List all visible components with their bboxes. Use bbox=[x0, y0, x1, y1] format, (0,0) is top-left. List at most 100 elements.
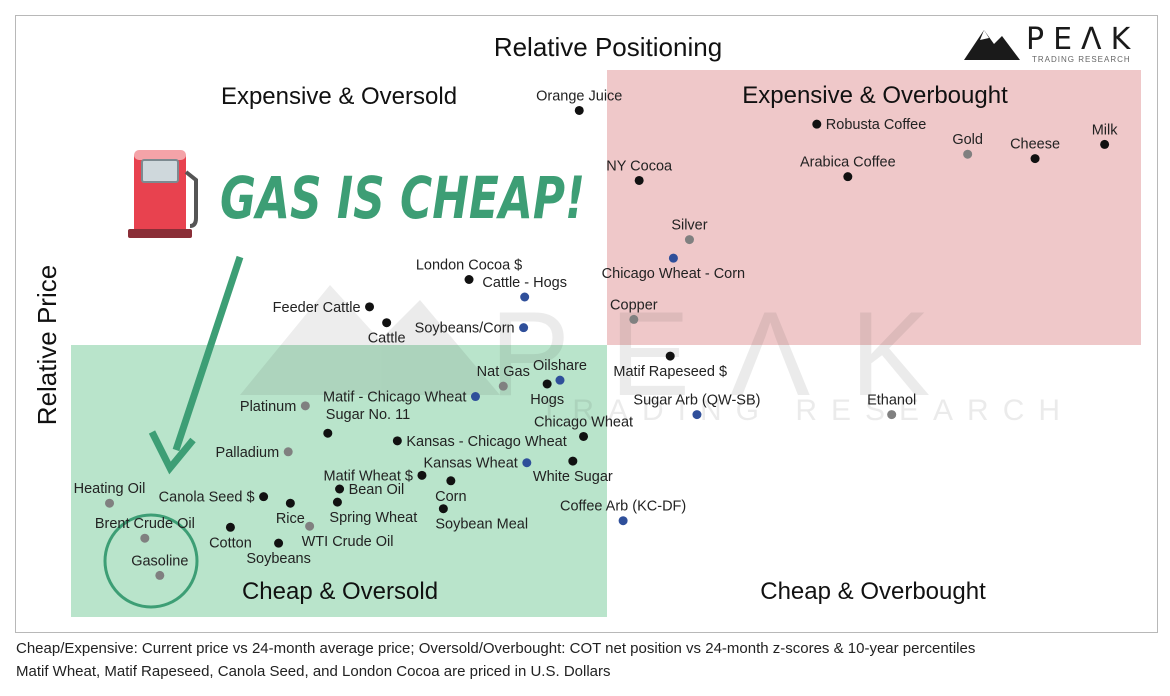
point-brent-crude-oil bbox=[140, 533, 150, 543]
point-cattle bbox=[382, 318, 392, 328]
point-label-ethanol: Ethanol bbox=[867, 393, 916, 409]
point-canola-seed bbox=[259, 492, 269, 502]
point-label-cattle: Cattle bbox=[368, 331, 406, 347]
point-white-sugar bbox=[568, 456, 578, 466]
point-label-milk: Milk bbox=[1092, 122, 1119, 138]
point-label-robusta-coffee: Robusta Coffee bbox=[826, 117, 927, 133]
point-matif-rapeseed bbox=[665, 351, 675, 361]
point-wti-crude-oil bbox=[305, 521, 315, 531]
point-hogs bbox=[542, 379, 552, 389]
point-cotton bbox=[225, 522, 235, 532]
point-cattle-hogs bbox=[520, 292, 530, 302]
point-spring-wheat bbox=[332, 497, 342, 507]
quadrant-label-top-right: Expensive & Overbought bbox=[742, 82, 1008, 109]
gasoline-highlight-circle bbox=[103, 513, 199, 609]
watermark-sub: TRADING RESEARCH bbox=[540, 394, 1074, 427]
point-sugar-arb-qw-sb bbox=[692, 410, 702, 420]
gas-pump-icon bbox=[128, 150, 198, 238]
point-chicago-wheat bbox=[579, 431, 589, 441]
point-label-cotton: Cotton bbox=[209, 535, 252, 551]
logo-word: PEΛK bbox=[1026, 22, 1140, 57]
point-heating-oil bbox=[105, 498, 115, 508]
point-label-matif-chicago-wheat: Matif - Chicago Wheat bbox=[323, 390, 466, 406]
point-kansas-wheat bbox=[522, 458, 532, 468]
point-label-coffee-arb-kc-df: Coffee Arb (KC-DF) bbox=[560, 499, 686, 515]
point-label-gold: Gold bbox=[952, 132, 983, 148]
watermark: PEΛK TRADING RESEARCH bbox=[240, 285, 1074, 427]
point-bean-oil bbox=[335, 484, 345, 494]
point-label-soybean-meal: Soybean Meal bbox=[435, 517, 528, 533]
quadrant-label-bottom-left: Cheap & Oversold bbox=[242, 578, 438, 605]
callout-arrow bbox=[172, 255, 244, 452]
point-label-wti-crude-oil: WTI Crude Oil bbox=[302, 534, 394, 550]
point-corn bbox=[446, 476, 456, 486]
point-coffee-arb-kc-df bbox=[618, 516, 628, 526]
point-label-sugar-arb-qw-sb: Sugar Arb (QW-SB) bbox=[633, 393, 760, 409]
point-label-rice: Rice bbox=[276, 511, 305, 527]
point-soybean-meal bbox=[438, 504, 448, 514]
y-axis-label: Relative Price bbox=[32, 265, 62, 425]
point-copper bbox=[629, 314, 639, 324]
callout-arrowhead bbox=[148, 430, 196, 475]
footnote-1: Cheap/Expensive: Current price vs 24-mon… bbox=[16, 640, 976, 657]
quadrant-label-top-left: Expensive & Oversold bbox=[221, 83, 457, 110]
point-label-kansas-chicago-wheat: Kansas - Chicago Wheat bbox=[406, 434, 566, 450]
quadrant-bg-bottom-right bbox=[607, 345, 1141, 617]
point-matif-chicago-wheat bbox=[470, 392, 480, 402]
point-robusta-coffee bbox=[812, 119, 822, 129]
footnote-2: Matif Wheat, Matif Rapeseed, Canola Seed… bbox=[16, 663, 611, 680]
point-gold bbox=[963, 149, 973, 159]
point-soybeans bbox=[274, 538, 284, 548]
mountain-logo-icon bbox=[964, 30, 1020, 60]
point-label-feeder-cattle: Feeder Cattle bbox=[273, 300, 361, 316]
point-platinum bbox=[300, 401, 310, 411]
point-label-nat-gas: Nat Gas bbox=[477, 364, 530, 380]
watermark-word: PEΛK bbox=[490, 287, 970, 421]
point-kansas-chicago-wheat bbox=[392, 436, 402, 446]
point-label-brent-crude-oil: Brent Crude Oil bbox=[95, 516, 195, 532]
point-label-hogs: Hogs bbox=[530, 392, 564, 408]
point-london-cocoa bbox=[464, 275, 474, 285]
peak-logo: PEΛK TRADING RESEARCH bbox=[962, 22, 1147, 66]
point-label-silver: Silver bbox=[671, 218, 707, 234]
point-label-palladium: Palladium bbox=[216, 445, 280, 461]
point-label-white-sugar: White Sugar bbox=[533, 469, 613, 485]
point-label-corn: Corn bbox=[435, 489, 466, 505]
point-label-sugar-no-11: Sugar No. 11 bbox=[326, 407, 410, 423]
point-chicago-wheat-corn bbox=[668, 253, 678, 263]
point-label-london-cocoa: London Cocoa $ bbox=[416, 258, 522, 274]
point-matif-wheat bbox=[417, 470, 427, 480]
point-label-kansas-wheat: Kansas Wheat bbox=[424, 456, 518, 472]
point-label-chicago-wheat-corn: Chicago Wheat - Corn bbox=[602, 266, 745, 282]
point-label-matif-rapeseed: Matif Rapeseed $ bbox=[613, 364, 727, 380]
point-ny-cocoa bbox=[634, 175, 644, 185]
chart-title: Relative Positioning bbox=[494, 32, 722, 62]
points-layer: Orange Juice Robusta Coffee Gold Cheese Milk… bbox=[74, 88, 1119, 580]
point-label-matif-wheat: Matif Wheat $ bbox=[324, 468, 413, 484]
point-nat-gas bbox=[498, 381, 508, 391]
point-label-bean-oil: Bean Oil bbox=[349, 482, 405, 498]
quadrant-bg-top-right bbox=[607, 70, 1141, 345]
point-label-gasoline: Gasoline bbox=[131, 553, 188, 569]
point-oilshare bbox=[555, 375, 565, 385]
logo-sub: TRADING RESEARCH bbox=[1032, 55, 1131, 64]
point-soybeans-corn bbox=[519, 323, 529, 333]
point-label-canola-seed: Canola Seed $ bbox=[159, 490, 255, 506]
point-label-platinum: Platinum bbox=[240, 399, 296, 415]
point-arabica-coffee bbox=[843, 172, 853, 182]
point-label-spring-wheat: Spring Wheat bbox=[329, 510, 417, 526]
point-label-heating-oil: Heating Oil bbox=[74, 481, 146, 497]
point-label-soybeans: Soybeans bbox=[246, 551, 311, 567]
point-sugar-no-11 bbox=[323, 428, 333, 438]
point-cheese bbox=[1030, 154, 1040, 164]
quadrant-label-bottom-right: Cheap & Overbought bbox=[760, 578, 986, 605]
point-gasoline bbox=[155, 570, 165, 580]
point-label-copper: Copper bbox=[610, 297, 658, 313]
point-label-ny-cocoa: NY Cocoa bbox=[606, 158, 673, 174]
point-orange-juice bbox=[574, 105, 584, 115]
point-feeder-cattle bbox=[365, 302, 375, 312]
point-silver bbox=[684, 235, 694, 245]
point-label-arabica-coffee: Arabica Coffee bbox=[800, 155, 896, 171]
point-milk bbox=[1100, 139, 1110, 149]
point-label-orange-juice: Orange Juice bbox=[536, 88, 622, 104]
